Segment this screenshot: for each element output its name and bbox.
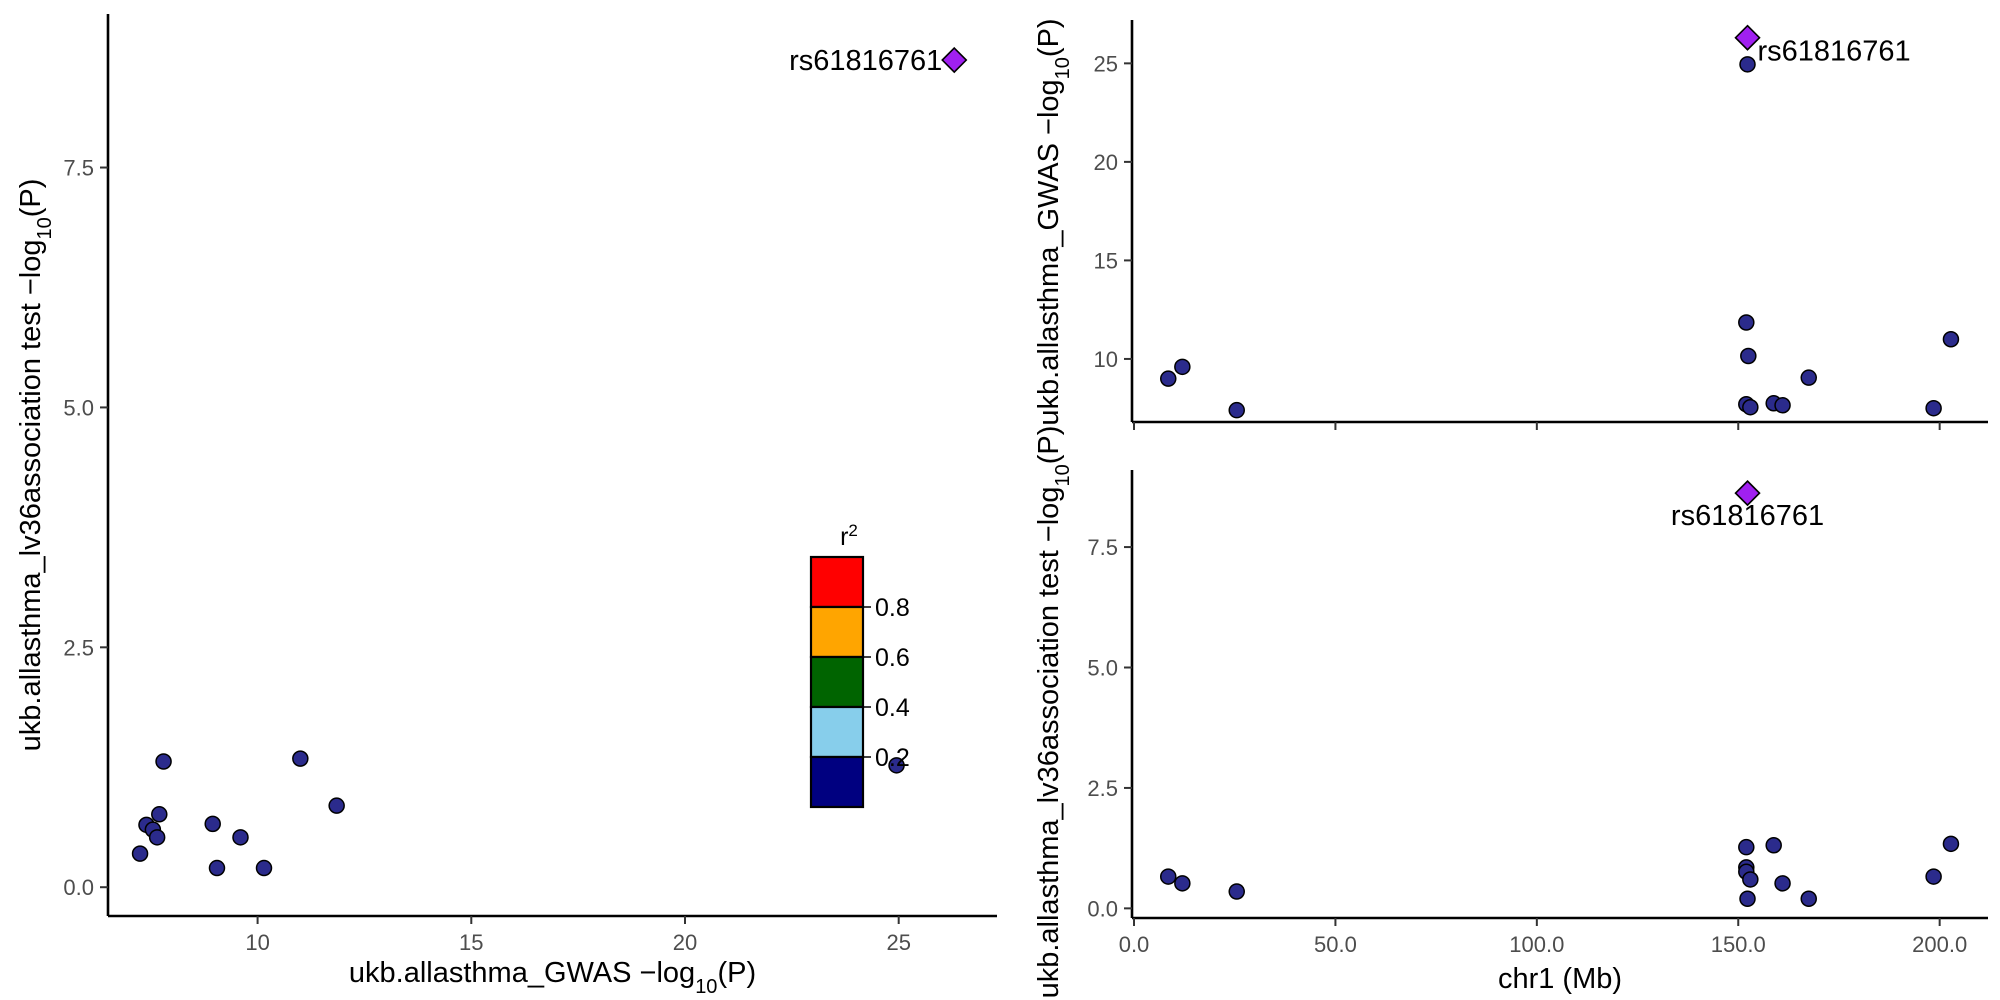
legend-swatch: [809, 605, 865, 659]
y-axis-title: ukb.allasthma_GWAS −log10(P): [1033, 18, 1074, 425]
top-right-manhattan-panel: 10 15 20 25 ukb.allasthma_GWAS −log10(P) rs61…: [1033, 18, 1988, 430]
legend-swatch: [809, 755, 865, 809]
y-tick-label: 5.0: [63, 395, 94, 420]
legend-label: 0.8: [875, 594, 910, 622]
x-tick-label: 15: [459, 930, 483, 955]
data-point: [131, 845, 149, 862]
data-point: [292, 750, 309, 767]
data-point: [1174, 358, 1191, 376]
data-point: [1800, 369, 1817, 386]
lead-snp-label: rs61816761: [789, 45, 942, 77]
y-tick-label: 10: [1094, 347, 1118, 372]
data-point: [888, 757, 905, 774]
x-tick-label: 10: [245, 930, 269, 955]
y-tick-label: 2.5: [1087, 776, 1118, 801]
data-point: [1228, 401, 1245, 419]
data-point: [1160, 370, 1177, 387]
y-tick-label: 7.5: [1087, 535, 1118, 560]
y-tick-label: 0.0: [63, 875, 94, 900]
x-tick-label: 50.0: [1314, 932, 1357, 957]
data-point: [208, 859, 226, 877]
lead-snp-label: rs61816761: [1671, 500, 1824, 532]
data-point: [1925, 868, 1942, 885]
data-point: [1738, 838, 1755, 856]
x-tick-label: 0.0: [1119, 932, 1150, 957]
left-scatter-panel: 10 15 20 25 0.0 2.5 5.0 7.5 ukb.allasthma_GWAS −…: [15, 14, 997, 998]
data-point: [1742, 398, 1759, 416]
y-tick-label: 0.0: [1087, 896, 1118, 921]
x-tick-label: 150.0: [1711, 932, 1766, 957]
x-tick-label: 20: [673, 930, 697, 955]
lead-snp-marker: [941, 46, 968, 74]
legend-label: 0.2: [875, 744, 910, 772]
data-point: [1774, 397, 1791, 414]
data-point: [1174, 875, 1191, 892]
x-tick-label: 25: [886, 930, 910, 955]
data-point: [255, 859, 273, 877]
data-point: [1739, 890, 1756, 907]
data-point: [1942, 330, 1960, 348]
x-axis-title: chr1 (Mb): [1498, 963, 1622, 995]
bottom-right-manhattan-panel: 0.0 50.0 100.0 150.0 200.0 0.0 2.5 5.0 7.5 chr1 (…: [1033, 426, 1988, 999]
legend-swatch: [809, 555, 865, 609]
data-point: [1160, 868, 1177, 885]
data-point: [232, 829, 249, 846]
data-point: [151, 806, 168, 823]
y-tick-label: 5.0: [1087, 656, 1118, 681]
y-tick-label: 2.5: [63, 635, 94, 660]
data-point: [328, 797, 345, 814]
x-axis-title: ukb.allasthma_GWAS −log10(P): [349, 957, 756, 998]
data-point: [1774, 875, 1791, 892]
data-point: [1742, 871, 1759, 888]
data-point: [1925, 399, 1942, 417]
y-axis-title: ukb.allasthma_lv36association test −log1…: [1033, 426, 1074, 999]
data-point: [1228, 883, 1245, 900]
data-point: [148, 829, 166, 846]
data-point: [1738, 314, 1755, 331]
x-tick-label: 100.0: [1509, 932, 1564, 957]
lead-snp-marker: [1734, 24, 1761, 51]
data-point: [1740, 347, 1757, 365]
legend-label: 0.6: [875, 644, 910, 672]
legend-label: 0.4: [875, 694, 910, 722]
data-point: [1800, 890, 1817, 907]
y-tick-label: 25: [1094, 51, 1118, 76]
data-point: [1765, 837, 1782, 854]
r2-legend: r2 0.8 0.6 0.4 0.2: [809, 521, 910, 809]
x-tick-label: 200.0: [1912, 932, 1967, 957]
data-point: [155, 753, 172, 770]
y-axis-title: ukb.allasthma_lv36association test −log1…: [15, 179, 56, 752]
legend-swatch: [809, 655, 865, 709]
data-point: [1739, 56, 1756, 73]
legend-title: r2: [840, 521, 858, 552]
y-tick-label: 20: [1094, 150, 1118, 175]
legend-swatch: [809, 705, 865, 759]
data-point: [204, 815, 221, 833]
lead-snp-marker: [1734, 479, 1761, 507]
y-tick-label: 7.5: [63, 156, 94, 181]
data-point: [1942, 835, 1960, 853]
y-tick-label: 15: [1094, 248, 1118, 273]
lead-snp-label: rs61816761: [1758, 36, 1911, 68]
